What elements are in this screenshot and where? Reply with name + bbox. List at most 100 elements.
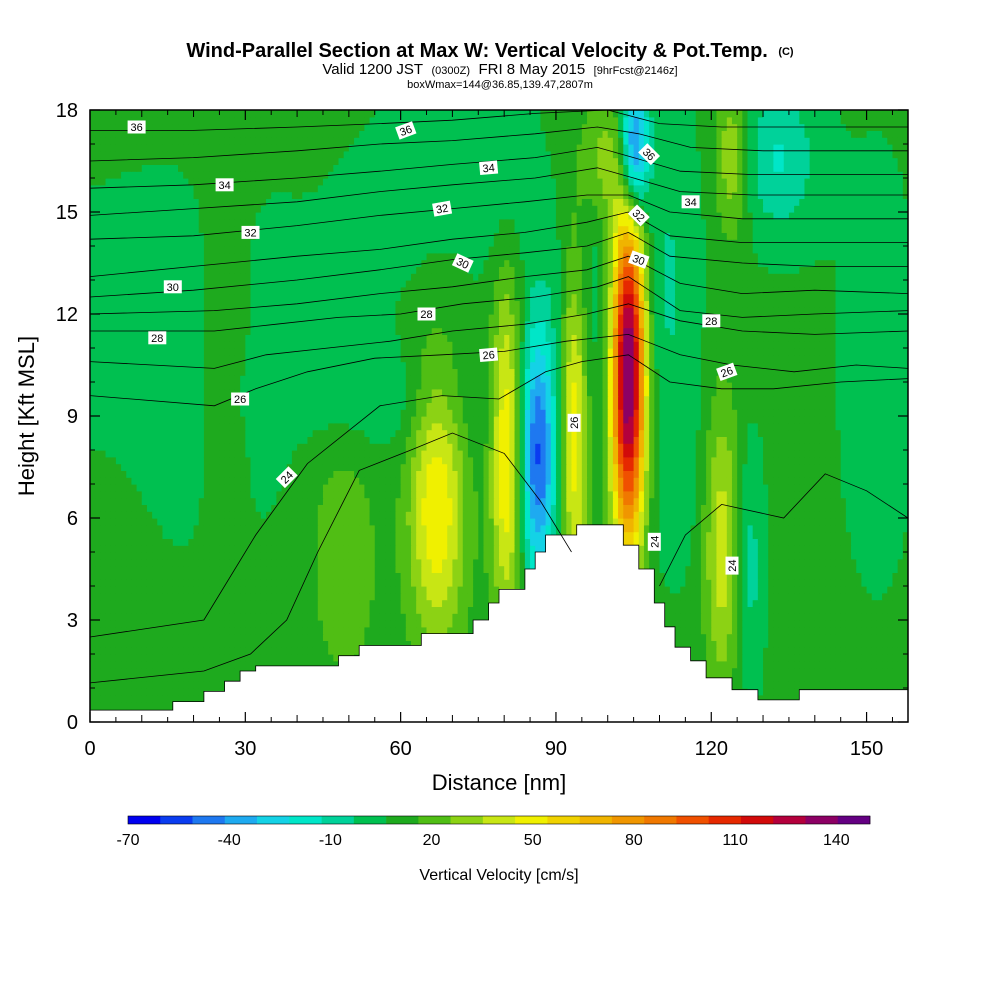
velocity-cell: [814, 511, 821, 519]
velocity-cell: [633, 511, 640, 519]
velocity-cell: [317, 586, 324, 594]
velocity-cell: [737, 565, 743, 573]
velocity-cell: [499, 511, 505, 519]
velocity-cell: [183, 586, 189, 594]
velocity-cell: [530, 504, 536, 512]
velocity-cell: [840, 626, 847, 635]
velocity-cell: [711, 640, 718, 648]
velocity-cell: [416, 538, 422, 546]
velocity-cell: [866, 606, 873, 614]
velocity-cell: [706, 518, 712, 526]
velocity-cell: [799, 606, 806, 614]
velocity-cell: [121, 572, 127, 580]
velocity-cell: [162, 565, 169, 573]
velocity-cell: [840, 633, 847, 641]
velocity-cell: [224, 667, 231, 675]
velocity-cell: [229, 524, 236, 533]
velocity-cell: [835, 599, 842, 607]
velocity-cell: [788, 606, 795, 614]
velocity-cell: [804, 579, 811, 587]
velocity-cell: [146, 545, 153, 553]
velocity-cell: [892, 518, 899, 526]
velocity-cell: [405, 579, 412, 587]
velocity-cell: [711, 572, 718, 580]
velocity-cell: [136, 654, 143, 662]
velocity-cell: [488, 518, 495, 526]
velocity-cell: [214, 647, 221, 655]
velocity-cell: [499, 531, 505, 539]
velocity-cell: [768, 599, 774, 607]
velocity-cell: [317, 599, 324, 607]
velocity-cell: [141, 626, 148, 635]
velocity-cell: [493, 531, 500, 539]
velocity-cell: [825, 654, 831, 662]
velocity-cell: [695, 511, 702, 519]
velocity-cell: [737, 626, 743, 635]
velocity-cell: [442, 511, 448, 519]
velocity-cell: [421, 558, 428, 567]
velocity-cell: [369, 545, 376, 553]
velocity-cell: [804, 660, 811, 669]
velocity-cell: [343, 545, 350, 553]
velocity-cell: [234, 586, 241, 594]
velocity-cell: [209, 599, 215, 607]
velocity-cell: [178, 633, 184, 641]
velocity-cell: [286, 613, 293, 621]
velocity-cell: [348, 592, 355, 601]
velocity-cell: [452, 538, 459, 546]
velocity-cell: [333, 633, 340, 641]
velocity-cell: [706, 640, 712, 648]
velocity-cell: [540, 518, 547, 526]
velocity-cell: [876, 538, 883, 546]
velocity-cell: [379, 518, 386, 526]
velocity-cell: [385, 545, 391, 553]
velocity-cell: [882, 654, 888, 662]
velocity-cell: [436, 518, 443, 526]
velocity-cell: [224, 531, 231, 539]
velocity-cell: [90, 640, 96, 648]
velocity-cell: [680, 558, 686, 567]
velocity-cell: [659, 579, 666, 587]
velocity-cell: [457, 518, 464, 526]
velocity-cell: [136, 545, 143, 553]
velocity-cell: [607, 518, 614, 526]
velocity-cell: [685, 579, 692, 587]
velocity-cell: [281, 538, 288, 546]
velocity-cell: [250, 633, 257, 641]
velocity-cell: [851, 586, 857, 594]
velocity-cell: [90, 599, 96, 607]
velocity-cell: [861, 626, 868, 635]
velocity-cell: [431, 586, 438, 594]
velocity-cell: [871, 565, 878, 573]
velocity-cell: [183, 599, 189, 607]
velocity-cell: [224, 579, 231, 587]
velocity-cell: [752, 626, 759, 635]
velocity-cell: [131, 606, 138, 614]
velocity-cell: [188, 511, 195, 519]
velocity-cell: [152, 688, 158, 696]
velocity-cell: [297, 654, 303, 662]
velocity-cell: [861, 620, 868, 628]
velocity-cell: [835, 579, 842, 587]
velocity-cell: [680, 606, 686, 614]
velocity-cell: [224, 511, 231, 519]
velocity-cell: [152, 511, 158, 519]
velocity-cell: [861, 640, 868, 648]
velocity-cell: [488, 586, 495, 594]
velocity-cell: [659, 586, 666, 594]
velocity-cell: [664, 558, 671, 567]
velocity-cell: [188, 586, 195, 594]
velocity-cell: [700, 579, 707, 587]
velocity-cell: [312, 572, 319, 580]
velocity-cell: [224, 518, 231, 526]
velocity-cell: [716, 572, 723, 580]
velocity-cell: [902, 511, 908, 519]
velocity-cell: [866, 654, 873, 662]
velocity-cell: [700, 626, 707, 635]
velocity-cell: [835, 572, 842, 580]
velocity-cell: [773, 538, 780, 546]
velocity-cell: [203, 524, 210, 533]
velocity-cell: [643, 552, 650, 560]
velocity-cell: [338, 558, 345, 567]
velocity-cell: [804, 633, 811, 641]
